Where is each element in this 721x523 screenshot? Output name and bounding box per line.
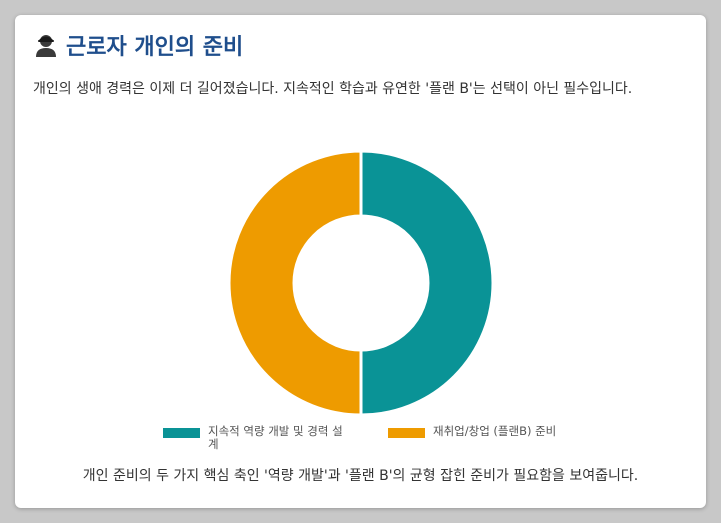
legend-item-1[interactable]: 지속적 역량 개발 및 경력 설계 — [163, 425, 348, 451]
legend-item-2[interactable]: 재취업/창업 (플랜B) 준비 — [388, 425, 556, 451]
worker-icon — [36, 35, 56, 57]
doughnut-slice-2[interactable] — [227, 149, 363, 417]
doughnut-chart — [227, 149, 495, 417]
legend-swatch — [388, 428, 425, 438]
legend-swatch — [163, 428, 200, 438]
card-title: 근로자 개인의 준비 — [33, 29, 243, 61]
chart-caption: 개인 준비의 두 가지 핵심 축인 '역량 개발'과 '플랜 B'의 균형 잡힌… — [82, 468, 639, 484]
doughnut-slice-1[interactable] — [359, 149, 495, 417]
legend-label: 재취업/창업 (플랜B) 준비 — [433, 424, 557, 438]
chart-legend: 지속적 역량 개발 및 경력 설계 재취업/창업 (플랜B) 준비 — [163, 425, 556, 451]
description: 개인의 생애 경력은 이제 더 길어졌습니다. 지속적인 학습과 유연한 '플랜… — [33, 81, 633, 97]
legend-label: 지속적 역량 개발 및 경력 설계 — [208, 424, 343, 451]
card: 근로자 개인의 준비 개인의 생애 경력은 이제 더 길어졌습니다. 지속적인 … — [15, 15, 706, 508]
title-text: 근로자 개인의 준비 — [66, 35, 244, 60]
